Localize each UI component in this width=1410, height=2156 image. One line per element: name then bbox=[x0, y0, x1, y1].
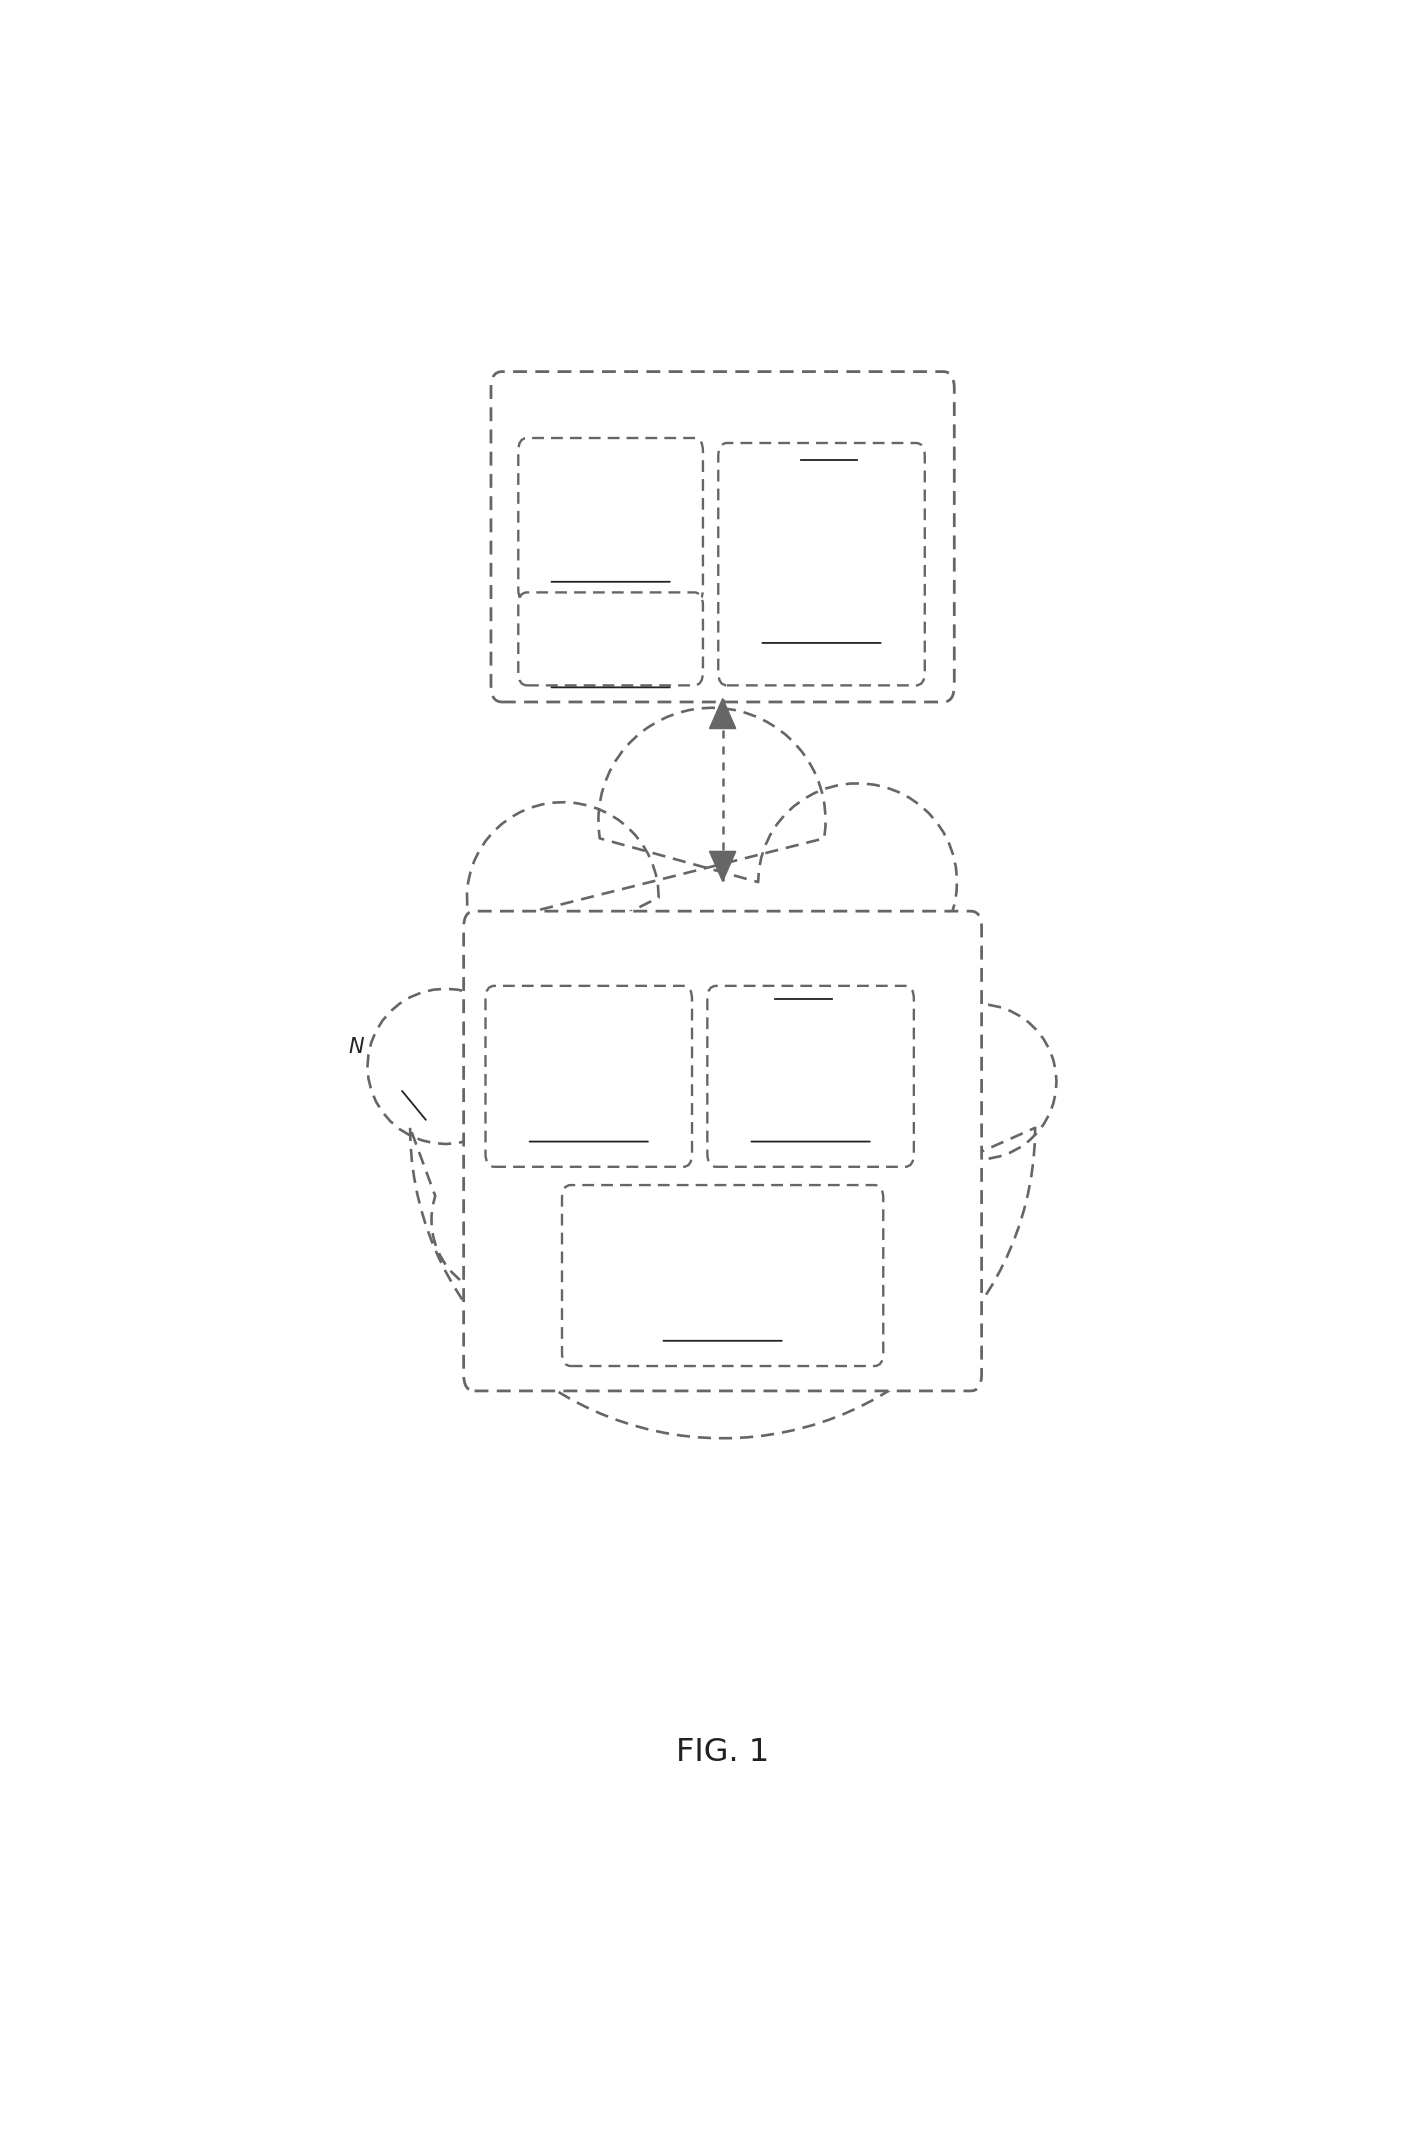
Text: 121: 121 bbox=[571, 1106, 606, 1123]
Text: 127: 127 bbox=[792, 1106, 829, 1123]
Polygon shape bbox=[368, 707, 1056, 1438]
Text: 112: 112 bbox=[592, 545, 629, 565]
Text: Electronic Device: Electronic Device bbox=[589, 416, 783, 436]
Text: 128: 128 bbox=[705, 1304, 740, 1324]
Text: FIG. 1: FIG. 1 bbox=[675, 1738, 770, 1768]
Text: N: N bbox=[348, 1037, 364, 1056]
Text: 120: 120 bbox=[776, 955, 818, 977]
FancyBboxPatch shape bbox=[464, 912, 981, 1391]
Text: Memory: Memory bbox=[773, 1041, 849, 1061]
Text: Processor: Processor bbox=[543, 1041, 634, 1061]
Text: 116: 116 bbox=[804, 606, 839, 625]
Text: 114: 114 bbox=[592, 651, 629, 671]
FancyBboxPatch shape bbox=[491, 371, 955, 703]
Text: 110: 110 bbox=[801, 416, 843, 436]
FancyBboxPatch shape bbox=[519, 593, 704, 686]
FancyBboxPatch shape bbox=[563, 1186, 883, 1367]
Text: Host Device: Host Device bbox=[605, 955, 739, 977]
FancyBboxPatch shape bbox=[718, 442, 925, 686]
FancyBboxPatch shape bbox=[708, 985, 914, 1166]
Text: Database: Database bbox=[678, 1240, 767, 1259]
Polygon shape bbox=[709, 852, 736, 882]
Text: Memory: Memory bbox=[572, 617, 649, 636]
FancyBboxPatch shape bbox=[519, 438, 704, 602]
FancyBboxPatch shape bbox=[485, 985, 692, 1166]
Polygon shape bbox=[709, 699, 736, 729]
Text: Display: Display bbox=[787, 530, 856, 550]
Text: Processor: Processor bbox=[565, 487, 656, 507]
